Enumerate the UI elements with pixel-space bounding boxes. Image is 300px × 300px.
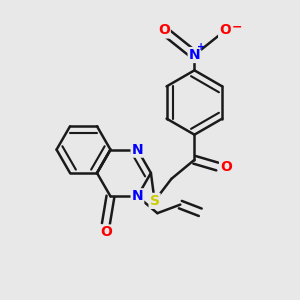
Text: N: N bbox=[132, 142, 143, 157]
Text: O: O bbox=[220, 160, 232, 173]
Text: O: O bbox=[158, 23, 170, 38]
Text: −: − bbox=[232, 20, 242, 33]
Text: N: N bbox=[189, 48, 200, 62]
Text: O: O bbox=[100, 226, 112, 239]
Text: N: N bbox=[132, 189, 143, 203]
Text: +: + bbox=[197, 42, 205, 52]
Text: S: S bbox=[150, 194, 160, 208]
Text: O: O bbox=[219, 23, 231, 38]
